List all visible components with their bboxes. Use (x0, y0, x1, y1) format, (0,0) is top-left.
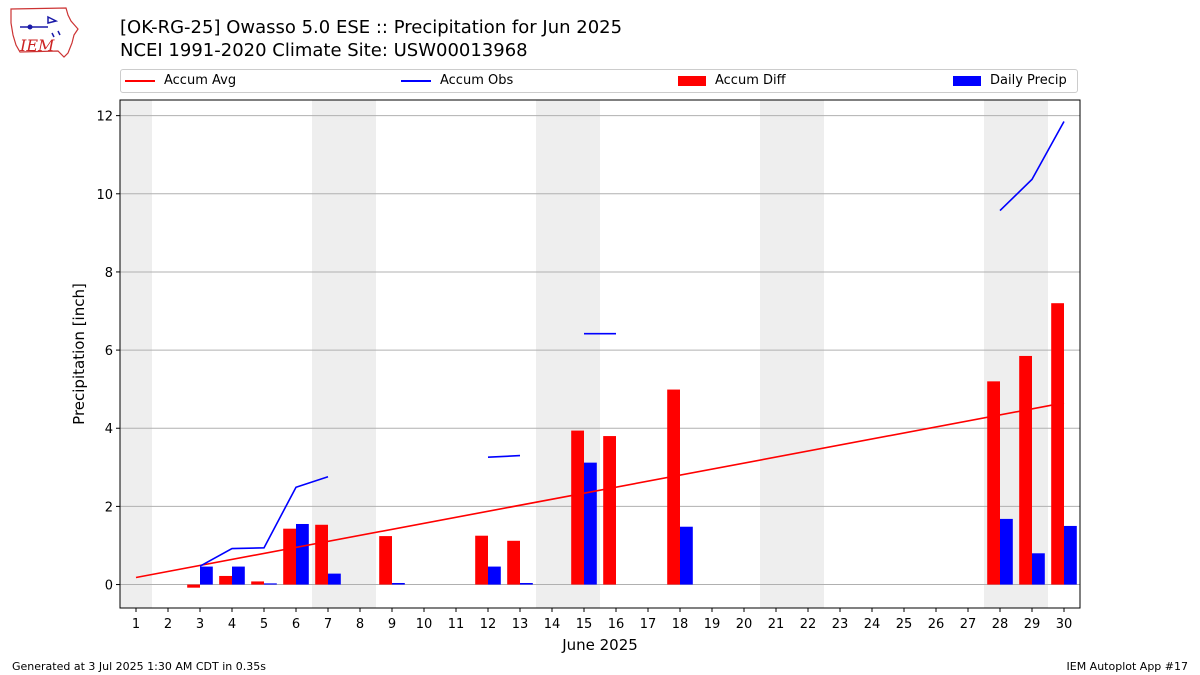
x-tick-label-9: 9 (388, 617, 396, 632)
daily-precip-bar-7 (328, 573, 341, 585)
x-tick-label-29: 29 (1024, 617, 1041, 632)
x-tick-label-22: 22 (800, 617, 817, 632)
bar-series (187, 303, 1077, 588)
y-tick-label-10: 10 (96, 188, 113, 203)
chart-subtitle: NCEI 1991-2020 Climate Site: USW00013968 (120, 40, 528, 61)
x-tick-label-6: 6 (292, 617, 300, 632)
x-tick-label-21: 21 (768, 617, 785, 632)
x-tick-label-26: 26 (928, 617, 945, 632)
y-tick-label-2: 2 (105, 500, 113, 515)
accum-obs-line-segment-3 (999, 121, 1065, 212)
x-tick-label-18: 18 (672, 617, 689, 632)
accum-diff-bar-5 (251, 581, 264, 585)
accum-diff-bar-30 (1051, 303, 1064, 585)
x-tick-label-17: 17 (640, 617, 657, 632)
x-tick-label-12: 12 (480, 617, 497, 632)
footer-app: IEM Autoplot App #17 (1066, 660, 1189, 673)
weekend-band-3 (760, 100, 824, 608)
accum-obs-line-segment-0 (199, 475, 329, 567)
x-tick-label-27: 27 (960, 617, 977, 632)
accum-diff-bar-18 (667, 389, 680, 585)
daily-precip-bar-18 (680, 526, 693, 585)
weekend-band-1 (312, 100, 376, 608)
accum-diff-bar-3 (187, 584, 200, 588)
line-series (135, 121, 1065, 579)
accum-diff-bar-6 (283, 528, 296, 585)
y-tick-label-4: 4 (105, 422, 113, 437)
x-tick-label-7: 7 (324, 617, 332, 632)
y-tick-label-12: 12 (96, 110, 113, 125)
x-tick-label-20: 20 (736, 617, 753, 632)
legend-label-accum-obs: Accum Obs (440, 73, 514, 88)
x-tick-label-14: 14 (544, 617, 561, 632)
accum-diff-bar-16 (603, 436, 616, 585)
plot-frame (119, 99, 1081, 609)
x-tick-label-23: 23 (832, 617, 849, 632)
accum-diff-bar-7 (315, 524, 328, 585)
x-tick-label-16: 16 (608, 617, 625, 632)
x-tick-label-24: 24 (864, 617, 881, 632)
daily-precip-bar-28 (1000, 518, 1013, 585)
x-tick-label-4: 4 (228, 617, 236, 632)
y-tick-label-8: 8 (105, 266, 113, 281)
daily-precip-bar-6 (296, 523, 309, 585)
chart-legend: Accum Avg Accum Obs Accum Diff Daily Pre… (120, 69, 1078, 93)
legend-label-accum-diff: Accum Diff (715, 73, 786, 88)
legend-item-daily-precip: Daily Precip (953, 73, 1067, 88)
x-tick-label-15: 15 (576, 617, 593, 632)
daily-precip-bar-30 (1064, 525, 1077, 585)
daily-precip-bar-9 (392, 582, 405, 585)
x-tick-label-3: 3 (196, 617, 204, 632)
accum-diff-bar-28 (987, 381, 1000, 585)
daily-precip-bar-5 (264, 583, 277, 585)
legend-swatch-accum-avg (125, 79, 155, 82)
chart-title: [OK-RG-25] Owasso 5.0 ESE :: Precipitati… (120, 17, 623, 38)
daily-precip-bar-15 (584, 462, 597, 585)
x-tick-label-2: 2 (164, 617, 172, 632)
legend-label-accum-avg: Accum Avg (164, 73, 237, 88)
iem-logo: IEM (10, 7, 79, 58)
footer-generated: Generated at 3 Jul 2025 1:30 AM CDT in 0… (12, 660, 266, 673)
weekend-band-0 (120, 100, 152, 608)
x-tick-label-11: 11 (448, 617, 465, 632)
accum-diff-bar-4 (219, 575, 232, 585)
legend-swatch-accum-obs (401, 79, 431, 82)
daily-precip-bar-29 (1032, 553, 1045, 585)
y-tick-label-0: 0 (105, 579, 113, 594)
legend-item-accum-obs: Accum Obs (401, 73, 513, 88)
x-tick-label-13: 13 (512, 617, 529, 632)
x-tick-label-8: 8 (356, 617, 364, 632)
daily-precip-bar-3 (200, 566, 213, 585)
accum-obs-line-segment-1 (487, 454, 521, 458)
x-tick-label-19: 19 (704, 617, 721, 632)
x-tick-label-25: 25 (896, 617, 913, 632)
accum-diff-bar-9 (379, 536, 392, 585)
legend-item-accum-avg: Accum Avg (125, 73, 236, 88)
x-tick-label-30: 30 (1056, 617, 1073, 632)
accum-diff-bar-12 (475, 535, 488, 585)
legend-item-accum-diff: Accum Diff (678, 73, 786, 88)
logo-text: IEM (19, 36, 55, 55)
x-tick-label-10: 10 (416, 617, 433, 632)
daily-precip-bar-13 (520, 582, 533, 585)
x-tick-label-28: 28 (992, 617, 1009, 632)
accum-diff-bar-15 (571, 430, 584, 585)
grid-lines (120, 115, 1080, 586)
x-tick-label-5: 5 (260, 617, 268, 632)
legend-label-daily-precip: Daily Precip (990, 73, 1067, 88)
accum-diff-bar-29 (1019, 355, 1032, 585)
accum-diff-bar-13 (507, 540, 520, 585)
daily-precip-bar-4 (232, 566, 245, 585)
x-tick-label-1: 1 (132, 617, 140, 632)
y-axis-label: Precipitation [inch] (70, 283, 88, 425)
x-axis-label: June 2025 (561, 636, 638, 654)
y-tick-label-6: 6 (105, 344, 113, 359)
accum-avg-line (135, 402, 1065, 579)
daily-precip-bar-12 (488, 566, 501, 585)
legend-swatch-accum-diff (678, 75, 706, 86)
legend-swatch-daily-precip (953, 75, 981, 86)
